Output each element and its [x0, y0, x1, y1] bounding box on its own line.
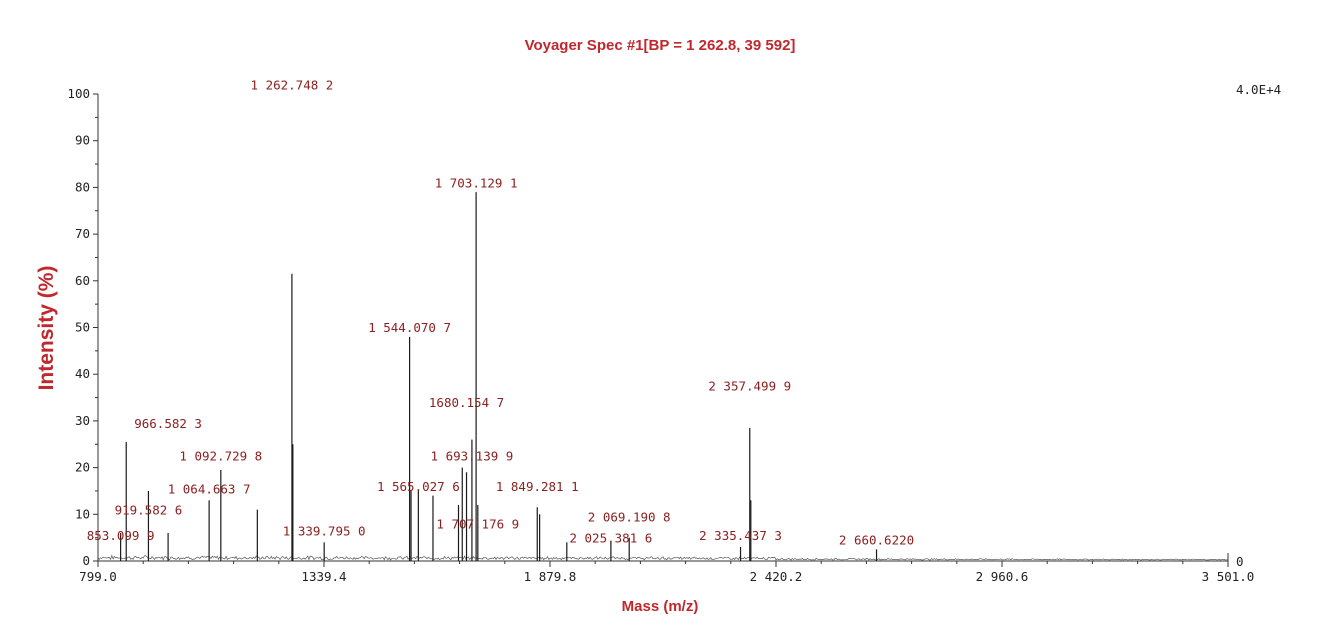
x-tick-label: 2 960.6: [976, 569, 1029, 584]
peak-label: 2 025.381 6: [569, 530, 652, 545]
x-tick-label: 3 501.0: [1202, 569, 1255, 584]
peak-label: 853.099 9: [87, 528, 155, 543]
right-axis-zero-label: 0: [1236, 554, 1244, 569]
peak-label: 2 069.190 8: [588, 509, 671, 524]
peak-label: 919.582 6: [115, 502, 183, 517]
y-tick-label: 100: [67, 86, 90, 101]
peak-label: 2 357.499 9: [708, 379, 791, 394]
peak-label: 966.582 3: [134, 416, 202, 431]
x-tick-label: 1339.4: [301, 569, 346, 584]
peak-label: 1 849.281 1: [496, 479, 579, 494]
y-tick-label: 20: [75, 460, 90, 475]
x-tick-label: 1 879.8: [524, 569, 577, 584]
peak-label: 1 262.748 2: [251, 77, 334, 92]
chart-title: Voyager Spec #1[BP = 1 262.8, 39 592]: [525, 37, 796, 54]
y-tick-label: 0: [82, 553, 90, 568]
peak-label: 2 660.6220: [839, 533, 914, 548]
y-tick-label: 30: [75, 413, 90, 428]
peak-label: 1 544.070 7: [368, 320, 451, 335]
ticks: 0 10 20 30 40 50 60 70 80 90 100 799.0 1339.4 1 879.8…: [67, 86, 1254, 584]
y-tick-label: 90: [75, 133, 90, 148]
peak-label: 1 339.795 0: [283, 523, 366, 538]
y-tick-label: 70: [75, 226, 90, 241]
peak-label: 1680.154 7: [429, 395, 504, 410]
y-tick-label: 50: [75, 320, 90, 335]
peaks: [120, 192, 878, 561]
noise-trace: [97, 554, 1229, 561]
y-tick-label: 80: [75, 179, 90, 194]
peak-label: 1 693.139 9: [431, 449, 514, 464]
x-axis-label: Mass (m/z): [622, 598, 699, 615]
peak-label: 1 703.129 1: [435, 175, 518, 190]
y-tick-label: 10: [75, 506, 90, 521]
x-tick-label: 799.0: [79, 569, 117, 584]
x-tick-label: 2 420.2: [750, 569, 803, 584]
peak-label: 1 707.176 9: [436, 516, 519, 531]
y-axis-label: Intensity (%): [35, 266, 58, 391]
peak-label: 2 335.437 3: [699, 528, 782, 543]
peak-label: 1 092.729 8: [179, 449, 262, 464]
intensity-scale-label: 4.0E+4: [1236, 82, 1281, 97]
peak-labels: 1 262.748 2 1 703.129 1 1 544.070 7 1680.15…: [87, 77, 914, 547]
axes: [97, 94, 1229, 562]
y-tick-label: 60: [75, 273, 90, 288]
peak-label: 1 565.027 6: [377, 479, 460, 494]
y-tick-label: 40: [75, 366, 90, 381]
peak-label: 1 064.663 7: [168, 481, 251, 496]
baseline-noise: [97, 554, 1229, 561]
